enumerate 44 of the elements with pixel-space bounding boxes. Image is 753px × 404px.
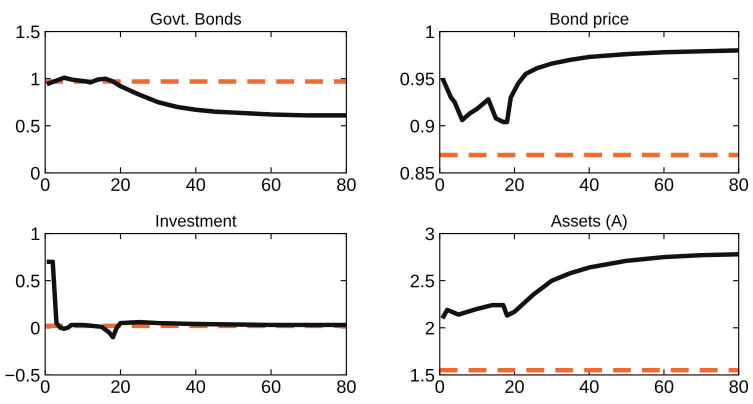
- y-tick-label: 1: [426, 26, 434, 38]
- x-tick-label: 40: [186, 380, 206, 394]
- x-tick-label: 60: [654, 380, 674, 394]
- y-tick-label: 2: [426, 322, 434, 334]
- y-tick-label: 0: [30, 166, 40, 180]
- y-tick-label: −0.5: [6, 368, 40, 382]
- y-tick-label: 3: [426, 227, 434, 240]
- x-tick-label: 0: [40, 380, 50, 394]
- y-tick-label: 1.5: [16, 26, 40, 38]
- line-series: [46, 260, 346, 340]
- y-tick-label: 0.5: [16, 274, 40, 288]
- line-series: [441, 252, 739, 319]
- y-tick-label: 0.85: [400, 166, 434, 180]
- x-tick-label: 0: [435, 380, 444, 394]
- y-tick-label: 0.95: [400, 72, 434, 86]
- line-series: [46, 75, 346, 118]
- x-tick-label: 60: [262, 380, 280, 394]
- x-tick-label: 80: [729, 380, 748, 394]
- x-tick-label: 40: [580, 178, 599, 192]
- chart-title: Investment: [156, 215, 236, 227]
- chart-title: Govt. Bonds: [150, 12, 242, 25]
- x-tick-label: 80: [729, 178, 748, 192]
- x-tick-label: 0: [40, 178, 50, 192]
- x-tick-label: 20: [111, 178, 130, 192]
- x-tick-label: 40: [186, 178, 206, 192]
- y-tick-label: 1: [32, 228, 40, 240]
- line-series: [441, 48, 739, 124]
- y-tick-label: 1.5: [411, 369, 434, 382]
- chart-title: Bond price: [550, 12, 628, 28]
- x-tick-label: 20: [111, 380, 130, 394]
- y-tick-label: 0: [30, 322, 40, 334]
- x-tick-label: 20: [505, 178, 524, 192]
- y-tick-label: 0.9: [410, 120, 434, 132]
- x-tick-label: 60: [654, 178, 674, 192]
- y-tick-label: 1: [32, 72, 40, 86]
- x-tick-label: 20: [505, 380, 524, 394]
- x-tick-label: 40: [580, 380, 599, 394]
- y-tick-label: 0.5: [16, 120, 40, 132]
- chart-title: Assets (A): [550, 214, 627, 230]
- x-tick-label: 60: [262, 178, 280, 192]
- x-tick-label: 0: [435, 178, 444, 192]
- x-tick-label: 80: [337, 178, 356, 192]
- y-tick-label: 2.5: [410, 274, 434, 288]
- x-tick-label: 80: [337, 380, 356, 394]
